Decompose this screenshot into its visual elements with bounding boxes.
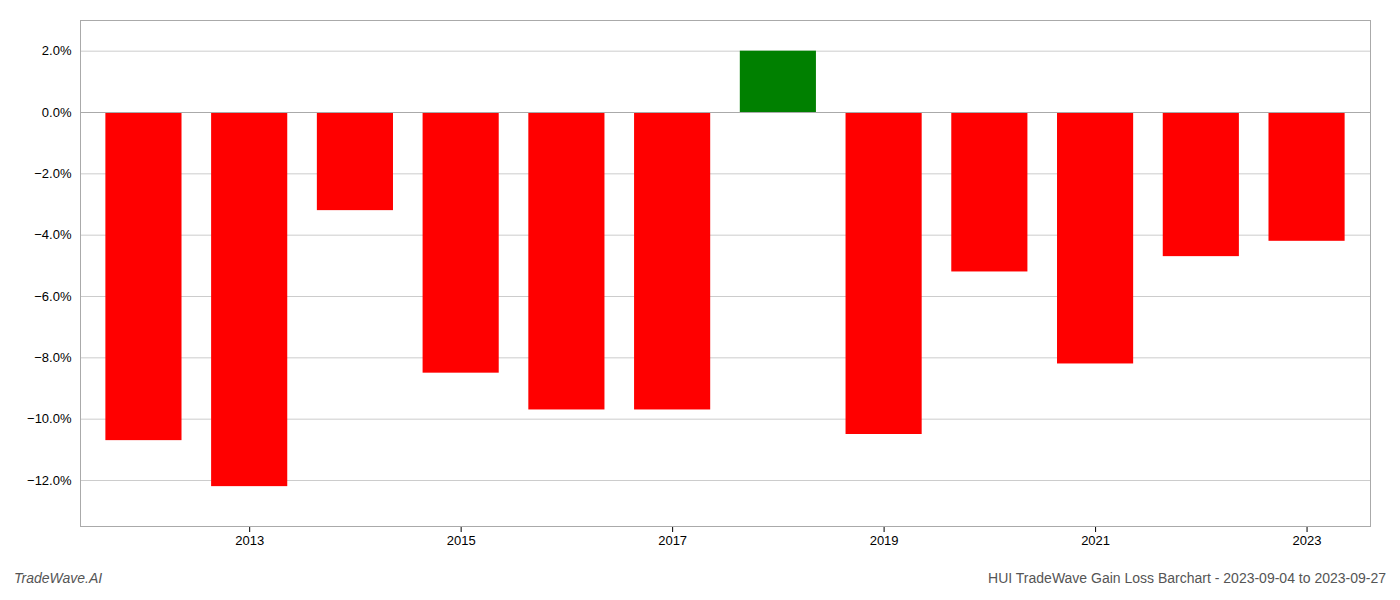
svg-text:−2.0%: −2.0% [34,166,72,181]
svg-text:−4.0%: −4.0% [34,227,72,242]
svg-text:−8.0%: −8.0% [34,350,72,365]
svg-text:2017: 2017 [658,533,687,548]
svg-text:2.0%: 2.0% [42,43,72,58]
svg-text:2015: 2015 [447,533,476,548]
svg-text:−10.0%: −10.0% [27,411,72,426]
svg-text:−12.0%: −12.0% [27,473,72,488]
svg-text:2013: 2013 [235,533,264,548]
svg-text:0.0%: 0.0% [42,105,72,120]
svg-text:−6.0%: −6.0% [34,289,72,304]
html-text:HUI TradeWave Gain Loss Barcha: HUI TradeWave Gain Loss Barchart - 2023-… [988,570,1386,586]
svg-text:2021: 2021 [1081,533,1110,548]
svg-text:2019: 2019 [870,533,899,548]
html-text:TradeWave.AI: TradeWave.AI [14,570,103,586]
svg-text:2023: 2023 [1293,533,1322,548]
